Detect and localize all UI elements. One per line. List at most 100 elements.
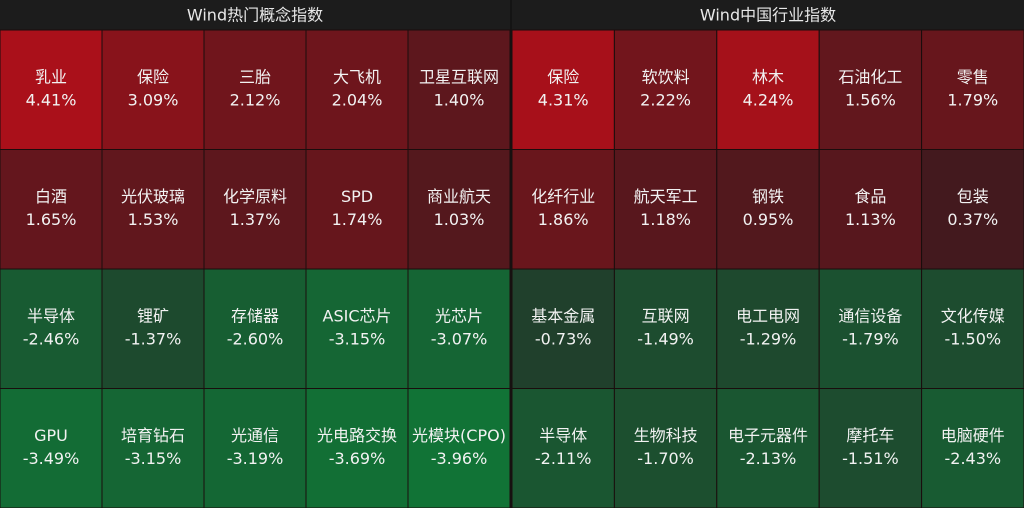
cell-value: 2.12% (230, 90, 281, 109)
heat-cell (818, 268, 923, 389)
panel-title: Wind热门概念指数 (187, 6, 323, 25)
cell-name: 电工电网 (736, 306, 800, 325)
cell-value: -3.15% (125, 449, 182, 468)
cell-name: 钢铁 (752, 187, 784, 206)
cell-name: 商业航天 (427, 187, 491, 206)
cell-value: 1.13% (845, 210, 896, 229)
heat-cell (407, 29, 511, 150)
cell-name: 包装 (957, 187, 989, 206)
cell-name: 通信设备 (838, 306, 902, 325)
cell-value: -0.73% (535, 329, 592, 348)
cell-name: 基本金属 (531, 306, 595, 325)
cell-name: 存储器 (231, 306, 279, 325)
cell-value: -1.50% (944, 329, 1001, 348)
cell-name: 半导体 (539, 426, 587, 445)
cell-name: 白酒 (35, 187, 67, 206)
cell-name: ASIC芯片 (323, 306, 392, 325)
cell-value: -3.96% (431, 449, 488, 468)
cell-name: 锂矿 (137, 306, 169, 325)
cell-value: 4.41% (26, 90, 77, 109)
heat-cell (921, 268, 1024, 389)
cell-value: -2.43% (944, 449, 1001, 468)
cell-name: 航天军工 (634, 187, 698, 206)
cell-name: 培育钻石 (121, 426, 185, 445)
cell-value: -1.79% (842, 329, 899, 348)
cell-value: -2.13% (740, 449, 797, 468)
heat-cell (0, 29, 103, 150)
cell-value: 1.79% (947, 90, 998, 109)
heat-cell (921, 388, 1024, 508)
cell-name: 石油化工 (838, 67, 902, 86)
cell-name: 摩托车 (846, 426, 894, 445)
cell-value: 4.24% (743, 90, 794, 109)
cell-name: 光芯片 (435, 306, 483, 325)
cell-value: 2.22% (640, 90, 691, 109)
cell-value: -1.29% (740, 329, 797, 348)
heat-cell (818, 29, 923, 150)
heat-cell (511, 388, 615, 508)
heat-cell (613, 388, 718, 508)
cell-value: 1.53% (128, 210, 179, 229)
heat-cell (305, 149, 409, 270)
heat-cell (407, 388, 511, 508)
cell-name: 电脑硬件 (941, 426, 1005, 445)
cell-value: 1.03% (434, 210, 485, 229)
cell-name: GPU (34, 426, 68, 445)
cell-value: 0.95% (743, 210, 794, 229)
heat-cell (203, 29, 307, 150)
cell-value: -3.19% (227, 449, 284, 468)
cell-value: -1.49% (637, 329, 694, 348)
cell-value: 1.65% (26, 210, 77, 229)
cell-value: -3.69% (329, 449, 386, 468)
cell-name: 零售 (957, 67, 989, 86)
heat-cell (613, 149, 718, 270)
cell-value: 1.74% (332, 210, 383, 229)
cell-name: 食品 (854, 187, 886, 206)
heat-cell (716, 29, 820, 150)
cell-name: 光伏玻璃 (121, 187, 185, 206)
heat-cell (0, 268, 103, 389)
cell-value: -3.15% (329, 329, 386, 348)
cell-value: 1.86% (538, 210, 589, 229)
cell-value: 1.56% (845, 90, 896, 109)
heat-cell (203, 268, 307, 389)
heat-cell (511, 268, 615, 389)
cell-value: -1.37% (125, 329, 182, 348)
cell-value: 1.37% (230, 210, 281, 229)
heat-cell (0, 388, 103, 508)
cell-name: 互联网 (642, 306, 690, 325)
cell-name: 软饮料 (642, 67, 690, 86)
heat-cell (921, 149, 1024, 270)
title-bar (0, 0, 510, 30)
cell-name: 文化传媒 (941, 306, 1005, 325)
cell-value: 4.31% (538, 90, 589, 109)
cell-name: 林木 (752, 67, 784, 86)
cell-value: -2.46% (23, 329, 80, 348)
cell-name: 保险 (137, 67, 169, 86)
cell-name: 大飞机 (333, 67, 381, 86)
cell-name: SPD (341, 187, 373, 206)
heat-cell (716, 268, 820, 389)
cell-name: 保险 (547, 67, 579, 86)
panel-title: Wind中国行业指数 (700, 6, 836, 25)
heat-cell (407, 268, 511, 389)
heat-cell (305, 388, 409, 508)
heat-cell (818, 388, 923, 508)
cell-value: 0.37% (947, 210, 998, 229)
cell-name: 光通信 (231, 426, 279, 445)
cell-name: 光电路交换 (317, 426, 397, 445)
heat-cell (101, 149, 205, 270)
cell-name: 三胎 (239, 67, 271, 86)
cell-name: 半导体 (27, 306, 75, 325)
cell-name: 化学原料 (223, 187, 287, 206)
heat-cell (305, 268, 409, 389)
cell-value: 1.40% (434, 90, 485, 109)
heat-cell (921, 29, 1024, 150)
cell-value: -1.51% (842, 449, 899, 468)
cell-value: -3.49% (23, 449, 80, 468)
cell-value: -2.60% (227, 329, 284, 348)
cell-value: -2.11% (535, 449, 592, 468)
cell-name: 光模块(CPO) (412, 426, 506, 445)
cell-name: 化纤行业 (531, 187, 595, 206)
